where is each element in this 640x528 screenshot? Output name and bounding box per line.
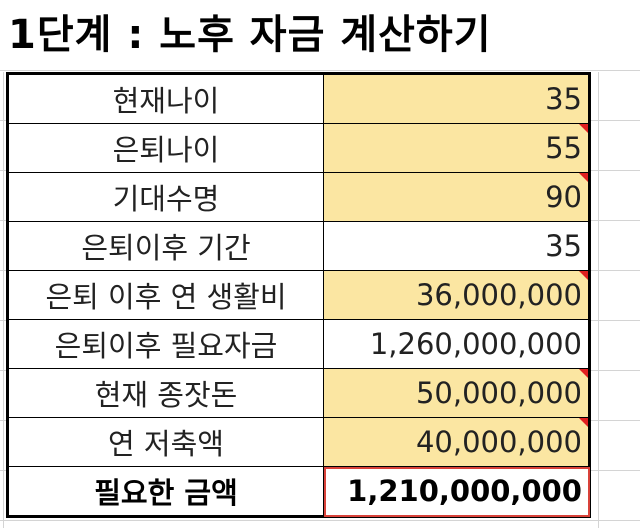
value-cell[interactable]: 40,000,000 bbox=[323, 417, 590, 467]
cell-value: 35 bbox=[545, 229, 582, 263]
total-value: 1,210,000,000 bbox=[347, 474, 582, 508]
calculation-table: 현재나이 35 은퇴나이 55 기대수명 90 은퇴이후 기간 35 은퇴 이후… bbox=[6, 72, 591, 518]
grid-line bbox=[3, 72, 4, 528]
label-cell[interactable]: 현재 종잣돈 bbox=[7, 368, 324, 418]
comment-indicator-icon[interactable] bbox=[579, 369, 588, 378]
label-cell[interactable]: 은퇴나이 bbox=[7, 123, 324, 173]
value-cell[interactable]: 36,000,000 bbox=[323, 270, 590, 320]
value-cell[interactable]: 35 bbox=[323, 73, 590, 124]
value-cell[interactable]: 90 bbox=[323, 172, 590, 222]
total-value-cell[interactable]: 1,210,000,000 bbox=[323, 466, 590, 517]
label-cell[interactable]: 현재나이 bbox=[7, 73, 324, 124]
sheet-title: 1단계 : 노후 자금 계산하기 bbox=[8, 12, 492, 58]
comment-indicator-icon[interactable] bbox=[579, 173, 588, 182]
cell-value: 35 bbox=[545, 82, 582, 116]
table-row: 현재 종잣돈 50,000,000 bbox=[7, 368, 590, 418]
value-cell[interactable]: 35 bbox=[323, 221, 590, 271]
label-cell[interactable]: 은퇴이후 기간 bbox=[7, 221, 324, 271]
label-cell[interactable]: 은퇴 이후 연 생활비 bbox=[7, 270, 324, 320]
cell-value: 50,000,000 bbox=[415, 376, 582, 410]
grid-line bbox=[0, 520, 640, 521]
cell-value: 1,260,000,000 bbox=[369, 327, 582, 361]
total-label-cell[interactable]: 필요한 금액 bbox=[7, 466, 324, 517]
value-cell[interactable]: 50,000,000 bbox=[323, 368, 590, 418]
table-row: 은퇴이후 필요자금 1,260,000,000 bbox=[7, 319, 590, 369]
grid-line bbox=[598, 72, 599, 528]
table-row: 현재나이 35 bbox=[7, 73, 590, 124]
cell-value: 90 bbox=[545, 180, 582, 214]
grid-line bbox=[0, 70, 640, 71]
comment-indicator-icon[interactable] bbox=[579, 271, 588, 280]
label-cell[interactable]: 기대수명 bbox=[7, 172, 324, 222]
value-cell[interactable]: 55 bbox=[323, 123, 590, 173]
table-row: 연 저축액 40,000,000 bbox=[7, 417, 590, 467]
cell-value: 36,000,000 bbox=[415, 278, 582, 312]
label-cell[interactable]: 은퇴이후 필요자금 bbox=[7, 319, 324, 369]
table-row: 은퇴 이후 연 생활비 36,000,000 bbox=[7, 270, 590, 320]
cell-value: 55 bbox=[545, 131, 582, 165]
table-row: 은퇴나이 55 bbox=[7, 123, 590, 173]
comment-indicator-icon[interactable] bbox=[579, 418, 588, 427]
comment-indicator-icon[interactable] bbox=[579, 124, 588, 133]
value-cell[interactable]: 1,260,000,000 bbox=[323, 319, 590, 369]
total-row: 필요한 금액 1,210,000,000 bbox=[7, 466, 590, 517]
cell-value: 40,000,000 bbox=[415, 425, 582, 459]
table-row: 은퇴이후 기간 35 bbox=[7, 221, 590, 271]
table-row: 기대수명 90 bbox=[7, 172, 590, 222]
label-cell[interactable]: 연 저축액 bbox=[7, 417, 324, 467]
